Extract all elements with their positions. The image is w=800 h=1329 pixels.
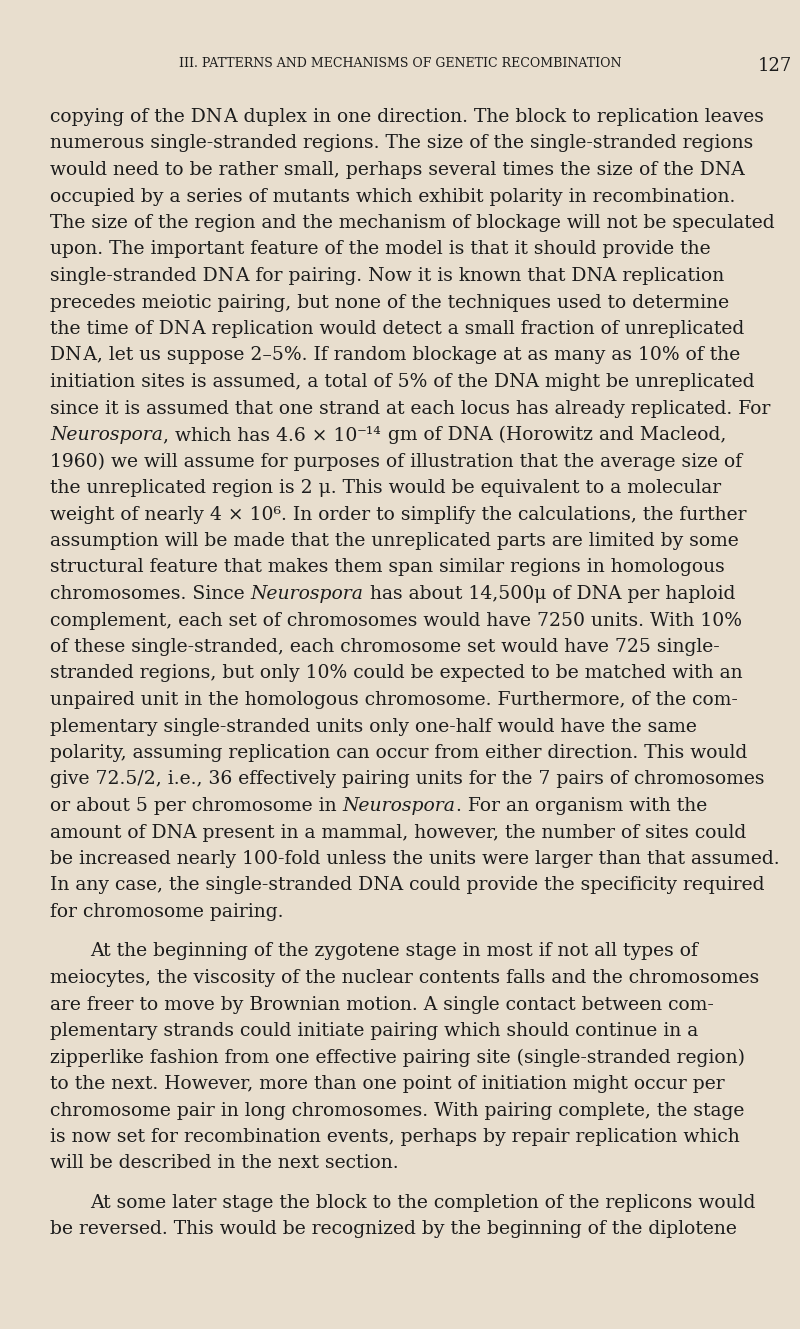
Text: numerous single-stranded regions. The size of the single-stranded regions: numerous single-stranded regions. The si… [50, 134, 754, 153]
Text: ⁻¹⁴: ⁻¹⁴ [358, 427, 382, 444]
Text: In any case, the single-stranded DNA could provide the specificity required: In any case, the single-stranded DNA cou… [50, 877, 765, 894]
Text: the time of DN A replication would detect a small fraction of unreplicated: the time of DN A replication would detec… [50, 320, 744, 338]
Text: precedes meiotic pairing, but none of the techniques used to determine: precedes meiotic pairing, but none of th… [50, 294, 729, 311]
Text: Neurospora: Neurospora [50, 427, 163, 444]
Text: , which has 4.6 × 10: , which has 4.6 × 10 [163, 427, 358, 444]
Text: stranded regions, but only 10% could be expected to be matched with an: stranded regions, but only 10% could be … [50, 664, 742, 683]
Text: since it is assumed that one strand at each locus has already replicated. For: since it is assumed that one strand at e… [50, 400, 770, 417]
Text: assumption will be made that the unreplicated parts are limited by some: assumption will be made that the unrepli… [50, 532, 738, 550]
Text: or about 5 per chromosome in: or about 5 per chromosome in [50, 797, 342, 815]
Text: plementary single-stranded units only one-half would have the same: plementary single-stranded units only on… [50, 718, 697, 735]
Text: polarity, assuming replication can occur from either direction. This would: polarity, assuming replication can occur… [50, 744, 747, 762]
Text: is now set for recombination events, perhaps by repair replication which: is now set for recombination events, per… [50, 1128, 740, 1146]
Text: single-stranded DN A for pairing. Now it is known that DNA replication: single-stranded DN A for pairing. Now it… [50, 267, 724, 284]
Text: III. PATTERNS AND MECHANISMS OF GENETIC RECOMBINATION: III. PATTERNS AND MECHANISMS OF GENETIC … [178, 57, 622, 70]
Text: occupied by a series of mutants which exhibit polarity in recombination.: occupied by a series of mutants which ex… [50, 187, 735, 206]
Text: The size of the region and the mechanism of blockage will not be speculated: The size of the region and the mechanism… [50, 214, 774, 233]
Text: . For an organism with the: . For an organism with the [455, 797, 706, 815]
Text: At some later stage the block to the completion of the replicons would: At some later stage the block to the com… [90, 1193, 755, 1212]
Text: the unreplicated region is 2 μ. This would be equivalent to a molecular: the unreplicated region is 2 μ. This wou… [50, 478, 721, 497]
Text: plementary strands could initiate pairing which should continue in a: plementary strands could initiate pairin… [50, 1022, 698, 1041]
Text: of these single-stranded, each chromosome set would have 725 single-: of these single-stranded, each chromosom… [50, 638, 720, 657]
Text: give 72.5/2, i.e., 36 effectively pairing units for the 7 pairs of chromosomes: give 72.5/2, i.e., 36 effectively pairin… [50, 771, 765, 788]
Text: 1960) we will assume for purposes of illustration that the average size of: 1960) we will assume for purposes of ill… [50, 452, 742, 470]
Text: chromosomes. Since: chromosomes. Since [50, 585, 250, 603]
Text: gm of DNA (Horowitz and Macleod,: gm of DNA (Horowitz and Macleod, [382, 427, 726, 444]
Text: amount of DNA present in a mammal, however, the number of sites could: amount of DNA present in a mammal, howev… [50, 824, 746, 841]
Text: Neurospora: Neurospora [342, 797, 455, 815]
Text: 127: 127 [758, 57, 792, 74]
Text: zipperlike fashion from one effective pairing site (single-stranded region): zipperlike fashion from one effective pa… [50, 1049, 745, 1067]
Text: to the next. However, more than one point of initiation might occur per: to the next. However, more than one poin… [50, 1075, 725, 1092]
Text: structural feature that makes them span similar regions in homologous: structural feature that makes them span … [50, 558, 725, 577]
Text: DN A, let us suppose 2–5%. If random blockage at as many as 10% of the: DN A, let us suppose 2–5%. If random blo… [50, 347, 740, 364]
Text: weight of nearly 4 × 10⁶. In order to simplify the calculations, the further: weight of nearly 4 × 10⁶. In order to si… [50, 505, 746, 524]
Text: complement, each set of chromosomes would have 7250 units. With 10%: complement, each set of chromosomes woul… [50, 611, 742, 630]
Text: be reversed. This would be recognized by the beginning of the diplotene: be reversed. This would be recognized by… [50, 1220, 737, 1239]
Text: will be described in the next section.: will be described in the next section. [50, 1155, 398, 1172]
Text: Neurospora: Neurospora [250, 585, 363, 603]
Text: for chromosome pairing.: for chromosome pairing. [50, 902, 283, 921]
Text: initiation sites is assumed, a total of 5% of the DNA might be unreplicated: initiation sites is assumed, a total of … [50, 373, 754, 391]
Text: would need to be rather small, perhaps several times the size of the DNA: would need to be rather small, perhaps s… [50, 161, 745, 179]
Text: meiocytes, the viscosity of the nuclear contents falls and the chromosomes: meiocytes, the viscosity of the nuclear … [50, 969, 759, 987]
Text: chromosome pair in long chromosomes. With pairing complete, the stage: chromosome pair in long chromosomes. Wit… [50, 1102, 744, 1119]
Text: copying of the DN A duplex in one direction. The block to replication leaves: copying of the DN A duplex in one direct… [50, 108, 764, 126]
Text: upon. The important feature of the model is that it should provide the: upon. The important feature of the model… [50, 241, 710, 259]
Text: be increased nearly 100-fold unless the units were larger than that assumed.: be increased nearly 100-fold unless the … [50, 851, 780, 868]
Text: has about 14,500μ of DNA per haploid: has about 14,500μ of DNA per haploid [363, 585, 735, 603]
Text: are freer to move by Brownian motion. A single contact between com-: are freer to move by Brownian motion. A … [50, 995, 714, 1014]
Text: At the beginning of the zygotene stage in most if not all types of: At the beginning of the zygotene stage i… [90, 942, 698, 961]
Text: unpaired unit in the homologous chromosome. Furthermore, of the com-: unpaired unit in the homologous chromoso… [50, 691, 738, 708]
